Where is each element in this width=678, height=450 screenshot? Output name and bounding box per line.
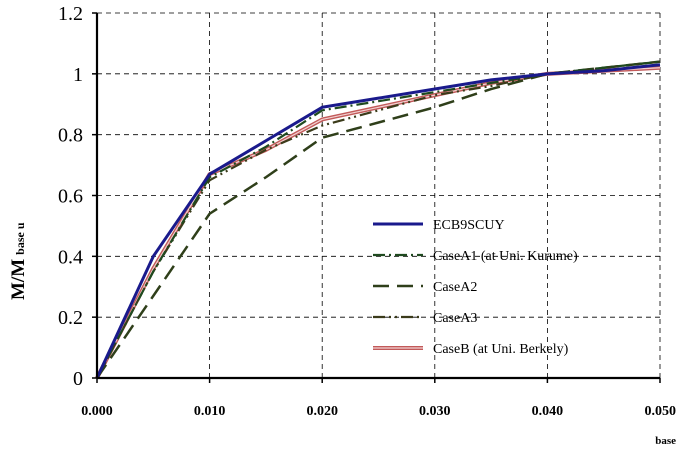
axes: [92, 12, 661, 383]
grid-lines: [97, 12, 661, 378]
y-tick-label: 0.8: [58, 125, 83, 147]
series-line-casea3: [96, 60, 661, 379]
legend-label-caseb-at-uni-berkely: CaseB (at Uni. Berkely): [433, 342, 569, 357]
legend-label-casea3: CaseA3: [433, 311, 477, 326]
x-axis-label: base: [655, 435, 676, 447]
y-tick-label: 0.2: [58, 307, 83, 329]
series-lines: [95, 60, 661, 379]
y-tick-label: 0.4: [58, 246, 83, 268]
axis-labels: M/M base u base: [8, 222, 676, 447]
legend: ECB9SCUY CaseA1 (at Uni. Kurume) CaseA2 Cas…: [373, 218, 578, 357]
tick-labels: 0 0.2 0.4 0.6 0.8 1 1.2 0.000 0.010 0.020 0.030 0.0…: [58, 3, 676, 419]
y-axis-label: M/M base u: [8, 222, 29, 300]
x-tick-label: 0.000: [81, 404, 113, 419]
series-line-ecb9scuy: [95, 63, 661, 379]
x-tick-label: 0.040: [532, 404, 564, 419]
y-tick-label: 0.6: [58, 186, 83, 208]
y-axis-label-main: M/M: [8, 259, 29, 300]
x-tick-label: 0.010: [194, 404, 226, 419]
series-line-casea1-at-uni-kurume: [96, 60, 661, 379]
legend-label-casea1-at-uni-kurume: CaseA1 (at Uni. Kurume): [433, 249, 578, 264]
y-tick-label: 1: [73, 64, 83, 86]
legend-label-casea2: CaseA2: [433, 280, 477, 295]
legend-label-ecb9scuy: ECB9SCUY: [433, 218, 505, 233]
x-tick-label: 0.050: [645, 404, 677, 419]
x-tick-label: 0.030: [419, 404, 451, 419]
x-tick-label: 0.020: [306, 404, 338, 419]
y-tick-label: 0: [73, 368, 83, 390]
y-tick-label: 1.2: [58, 3, 83, 25]
y-axis-label-sub: base u: [13, 222, 27, 255]
